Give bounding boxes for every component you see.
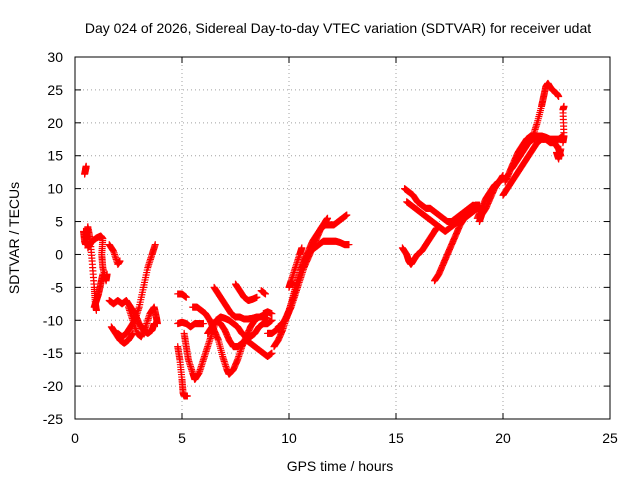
series-s22 (274, 214, 332, 331)
y-tick-label: 15 (47, 148, 63, 164)
data-point (90, 303, 98, 311)
data-point (199, 320, 207, 328)
y-tick-label: 0 (55, 246, 63, 262)
data-point (151, 241, 159, 249)
series-s11 (174, 290, 190, 301)
x-tick-label: 25 (602, 430, 618, 446)
series-s3 (84, 232, 111, 285)
series-s4 (90, 270, 107, 311)
axis-ticks (74, 56, 611, 420)
y-tick-label: -15 (43, 345, 63, 361)
y-tick-label: 5 (55, 214, 63, 230)
x-axis-label: GPS time / hours (287, 458, 394, 474)
data-point (557, 145, 565, 153)
y-tick-label: -10 (43, 312, 63, 328)
data-point (182, 293, 190, 301)
series-s23 (285, 244, 306, 291)
y-tick-label: 20 (47, 115, 63, 131)
grid-lines (75, 57, 610, 419)
data-point (324, 214, 332, 222)
series-s5 (105, 241, 124, 268)
x-tick-label: 5 (178, 430, 186, 446)
series-s21 (270, 211, 351, 351)
series-s29 (473, 175, 507, 222)
series-s27 (431, 204, 486, 285)
y-tick-label: 25 (47, 82, 63, 98)
data-point (183, 392, 191, 400)
series-s35 (559, 102, 568, 147)
series-s18 (257, 287, 269, 298)
y-tick-label: 30 (47, 49, 63, 65)
series-s15 (204, 316, 276, 360)
x-tick-label: 0 (71, 430, 79, 446)
y-tick-label: 10 (47, 181, 63, 197)
data-point (345, 241, 353, 249)
series-s8 (114, 241, 159, 341)
series-s12 (174, 318, 207, 331)
x-tick-label: 20 (495, 430, 511, 446)
y-tick-label: -5 (51, 279, 64, 295)
series-s10 (174, 343, 191, 400)
y-tick-labels: -25 -20 -15 -10 -5 0 5 10 15 20 25 30 (43, 49, 63, 427)
series-s17 (232, 280, 261, 305)
data-point (268, 316, 276, 324)
series-s9 (125, 303, 161, 341)
series-s6 (105, 297, 158, 337)
x-tick-labels: 0 5 10 15 20 25 (71, 430, 618, 446)
data-point (555, 92, 563, 100)
x-tick-label: 10 (281, 430, 297, 446)
data-point (268, 349, 276, 357)
y-tick-label: -20 (43, 378, 63, 394)
y-tick-label: -25 (43, 411, 63, 427)
data-point (82, 162, 90, 170)
data-point (343, 211, 351, 219)
data-point (261, 290, 269, 298)
series-s7 (107, 323, 137, 347)
data-point (268, 310, 276, 318)
chart-title: Day 024 of 2026, Sidereal Day-to-day VTE… (85, 20, 591, 36)
series-s33 (529, 79, 563, 140)
data-point (116, 257, 124, 265)
data-point (253, 293, 261, 301)
data-point (560, 102, 568, 110)
data-point (433, 224, 441, 232)
y-axis-label: SDTVAR / TECUs (6, 182, 22, 294)
data-point (264, 314, 272, 322)
series-s1 (81, 162, 90, 178)
series-s34 (553, 145, 565, 163)
data-point (153, 320, 161, 328)
data-points (80, 79, 568, 400)
plot-frame (74, 56, 611, 420)
data-point (298, 244, 306, 252)
series-s26 (398, 224, 441, 268)
series-s19 (259, 308, 276, 318)
x-tick-label: 15 (388, 430, 404, 446)
